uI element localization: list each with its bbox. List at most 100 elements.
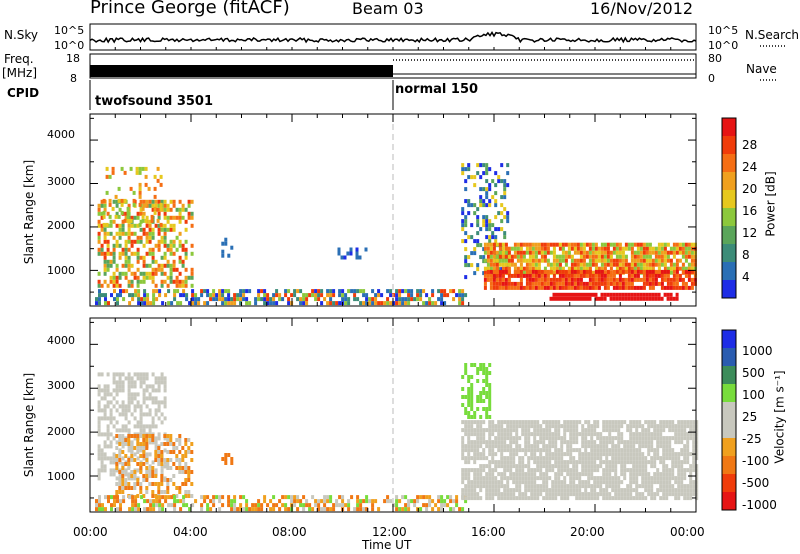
data-cell — [531, 266, 535, 271]
data-cell — [135, 170, 139, 175]
data-cell — [614, 460, 618, 465]
data-cell — [506, 476, 510, 481]
data-cell — [582, 242, 586, 247]
data-cell — [515, 424, 519, 429]
data-cell — [506, 488, 510, 493]
data-cell — [489, 258, 493, 263]
data-cell — [103, 279, 107, 284]
data-cell — [545, 448, 549, 453]
data-cell — [587, 464, 591, 469]
data-cell — [126, 214, 130, 219]
data-cell — [103, 444, 107, 449]
data-cell — [157, 404, 161, 409]
data-cell — [695, 440, 699, 445]
data-cell — [552, 292, 556, 297]
data-cell — [103, 396, 107, 401]
data-cell — [693, 258, 697, 263]
data-cell — [495, 254, 499, 259]
data-cell — [609, 296, 613, 301]
data-cell — [581, 472, 585, 477]
data-cell — [615, 262, 619, 267]
data-cell — [97, 420, 101, 425]
data-cell — [169, 438, 173, 442]
data-cell — [554, 484, 558, 489]
data-cell — [624, 277, 628, 282]
data-cell — [97, 428, 101, 433]
data-cell — [488, 227, 492, 232]
data-cell — [151, 396, 155, 401]
data-cell — [680, 424, 684, 429]
data-cell — [119, 293, 122, 298]
data-cell — [166, 462, 170, 466]
data-cell — [674, 456, 678, 461]
data-cell — [522, 266, 526, 271]
data-cell — [617, 496, 621, 501]
data-cell — [131, 495, 135, 500]
data-cell — [645, 250, 649, 255]
data-cell — [513, 266, 517, 271]
data-cell — [184, 239, 188, 244]
data-cell — [386, 297, 390, 302]
data-cell — [675, 296, 679, 301]
data-cell — [127, 400, 131, 405]
data-cell — [648, 277, 652, 282]
data-cell — [567, 242, 571, 247]
data-cell — [644, 468, 648, 473]
data-cell — [677, 468, 681, 473]
data-cell — [560, 424, 564, 429]
data-cell — [483, 273, 487, 278]
data-cell — [495, 269, 499, 274]
data-cell — [584, 448, 588, 453]
data-cell — [596, 468, 600, 473]
data-cell — [488, 452, 492, 457]
data-cell — [326, 507, 330, 512]
data-cell — [608, 476, 612, 481]
data-cell — [584, 432, 588, 437]
colorbar-segment — [722, 118, 736, 136]
data-cell — [359, 289, 363, 294]
data-cell — [545, 444, 549, 449]
data-cell — [659, 476, 663, 481]
data-cell — [602, 488, 606, 493]
data-cell — [127, 376, 131, 381]
data-cell — [109, 432, 113, 437]
data-cell — [647, 436, 651, 441]
data-cell — [190, 211, 194, 216]
data-cell — [500, 444, 504, 449]
data-cell — [608, 460, 612, 465]
data-cell — [623, 468, 627, 473]
data-cell — [683, 476, 687, 481]
data-cell — [588, 277, 592, 282]
data-cell — [143, 297, 147, 302]
data-cell — [600, 266, 604, 271]
data-cell — [485, 171, 489, 176]
data-cell — [545, 420, 549, 425]
data-cell — [623, 460, 627, 465]
data-cell — [148, 251, 152, 256]
data-cell — [597, 285, 601, 290]
data-cell — [227, 453, 231, 457]
data-cell — [488, 219, 492, 224]
data-cell — [533, 488, 537, 493]
data-cell — [665, 496, 669, 501]
data-cell — [554, 472, 558, 477]
data-cell — [507, 285, 511, 290]
data-cell — [567, 281, 571, 286]
data-cell — [209, 499, 213, 504]
data-cell — [596, 476, 600, 481]
data-cell — [506, 219, 510, 224]
data-cell — [151, 470, 155, 474]
data-cell — [458, 293, 462, 298]
data-cell — [302, 301, 306, 306]
data-cell — [100, 227, 104, 232]
data-cell — [648, 242, 652, 247]
data-cell — [221, 495, 225, 500]
data-cell — [633, 258, 637, 263]
data-cell — [582, 281, 586, 286]
data-cell — [638, 464, 642, 469]
data-cell — [651, 277, 655, 282]
data-cell — [178, 462, 182, 466]
data-cell — [145, 199, 149, 204]
data-cell — [551, 456, 555, 461]
